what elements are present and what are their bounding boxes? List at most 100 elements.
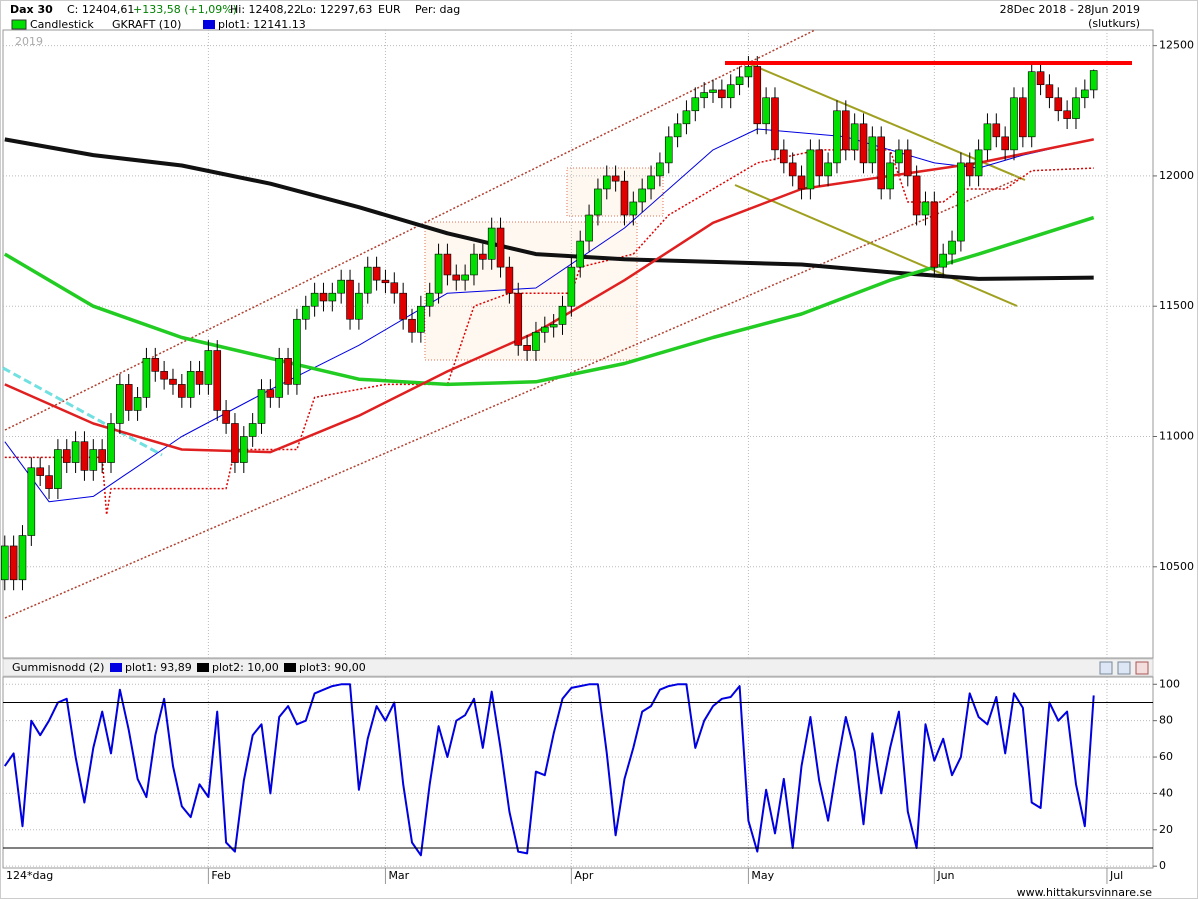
candle-body: [240, 436, 248, 463]
candle-body: [567, 266, 576, 307]
candle-body: [231, 423, 239, 463]
trend-line: [734, 184, 1018, 307]
year: 2019: [15, 35, 43, 48]
candle-body: [293, 318, 301, 385]
candle-body: [390, 282, 399, 294]
candle-body: [319, 292, 328, 302]
candle-body: [89, 449, 98, 471]
candle-body: [965, 162, 974, 177]
candle-body: [824, 162, 832, 177]
candle-body: [1054, 97, 1063, 112]
candle-body: [133, 397, 142, 411]
candle-body: [417, 305, 425, 333]
y-tick-label: 11500: [1159, 299, 1194, 312]
candle-body: [470, 253, 478, 276]
candle-body: [1001, 136, 1009, 151]
candle-body: [408, 318, 416, 333]
osc-line: [3, 683, 1095, 857]
osc-plot: [2, 676, 1154, 869]
candle-body: [886, 162, 894, 190]
candle-body: [541, 326, 549, 333]
legend-label: plot3: 90,00: [299, 661, 366, 674]
y-tick-label: 12000: [1159, 169, 1194, 182]
candle-body: [797, 175, 806, 190]
candle-body: [877, 136, 886, 190]
candle-body: [939, 253, 947, 268]
candle-body: [602, 175, 611, 190]
candle-body: [558, 305, 567, 325]
x-tick-label: Jun: [936, 869, 954, 882]
candle-body: [381, 279, 390, 284]
legend-label[interactable]: plot1: 12141.13: [218, 18, 306, 31]
y-tick-label: 20: [1159, 823, 1173, 836]
legend-label[interactable]: Candlestick: [30, 18, 94, 31]
price-type: (slutkurs): [1088, 17, 1140, 30]
candle-body: [27, 467, 36, 536]
candle-body: [425, 292, 434, 307]
candle-body: [850, 123, 859, 151]
candle-body: [682, 110, 691, 125]
candle-body: [399, 292, 407, 320]
legend-swatch: [197, 663, 209, 672]
candle-body: [903, 149, 912, 177]
overlay-line: [3, 215, 1095, 387]
candle-body: [355, 292, 363, 320]
change: +133,58 (+1,09%): [133, 3, 237, 16]
candle-body: [611, 175, 620, 182]
candle-body: [310, 292, 319, 307]
low: Lo: 12297,63: [300, 3, 372, 16]
candle-body: [726, 84, 735, 99]
candle-body: [222, 410, 230, 424]
candle-body: [54, 449, 62, 489]
candle-body: [142, 358, 151, 398]
candle-body: [328, 292, 337, 302]
candle-body: [948, 240, 956, 255]
source: www.hittakursvinnare.se: [1017, 886, 1153, 899]
y-tick-label: 11000: [1159, 430, 1194, 443]
candle-body: [204, 350, 213, 385]
overlay-line: [4, 137, 1094, 281]
high: Hi: 12408,22: [230, 3, 301, 16]
candle-body: [842, 110, 850, 151]
candle-body: [266, 389, 275, 398]
candle-body: [116, 384, 124, 424]
candle-body: [638, 188, 646, 203]
icon[interactable]: [1117, 661, 1131, 675]
candle-body: [107, 423, 115, 463]
candle-body: [479, 253, 487, 260]
candle-body: [523, 345, 531, 351]
legend-label[interactable]: GKRAFT (10): [112, 18, 181, 31]
trend-line: [4, 29, 816, 431]
candle-body: [372, 266, 381, 281]
candle-body: [664, 136, 673, 164]
close-icon[interactable]: [1135, 661, 1149, 675]
candle-body: [673, 123, 682, 138]
candle-body: [1036, 71, 1045, 86]
osc-title: Gummisnodd (2): [12, 661, 104, 674]
candle-body: [275, 358, 284, 398]
legend-label: plot1: 93,89: [125, 661, 192, 674]
candle-body: [213, 350, 222, 411]
y-tick-label: 80: [1159, 714, 1173, 727]
candle-body: [1089, 70, 1098, 91]
annotations: [2, 29, 1153, 868]
legend-swatch: [203, 20, 215, 29]
candle-body: [0, 545, 9, 581]
x-tick-label: Feb: [211, 869, 230, 882]
icon[interactable]: [1099, 661, 1113, 675]
candle-body: [80, 441, 89, 471]
candle-body: [647, 175, 655, 190]
candle-body: [868, 136, 877, 164]
candle-body: [9, 545, 18, 581]
box: [566, 167, 664, 217]
y-tick-label: 12500: [1159, 39, 1194, 52]
candle-body: [169, 378, 177, 385]
candle-body: [921, 201, 930, 216]
candle-body: [629, 201, 638, 216]
legend-label: plot2: 10,00: [212, 661, 279, 674]
candle-body: [585, 214, 593, 242]
x-tick-label: May: [751, 869, 774, 882]
candle-body: [284, 358, 292, 385]
